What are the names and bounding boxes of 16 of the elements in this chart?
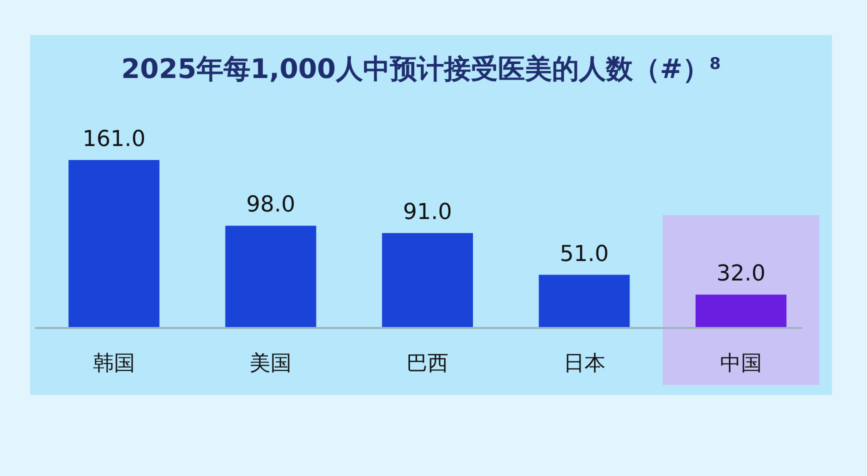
bar — [225, 226, 316, 328]
data-label: 161.0 — [82, 127, 146, 152]
data-label: 32.0 — [716, 262, 766, 287]
data-label: 98.0 — [246, 192, 296, 218]
bar — [382, 233, 473, 328]
chart-title: 2025年每1,000人中预计接受医美的人数（#）$^{8}$ — [121, 54, 721, 85]
x-tick-label: 日本 — [563, 351, 606, 375]
x-tick-label: 美国 — [250, 351, 292, 375]
data-label: 91.0 — [403, 200, 452, 226]
x-tick-label: 巴西 — [406, 351, 448, 375]
bar — [538, 274, 630, 328]
x-tick-label: 韩国 — [92, 351, 135, 375]
data-label: 51.0 — [560, 242, 609, 267]
x-tick-label: 中国 — [720, 351, 762, 375]
bar — [68, 160, 160, 328]
bar — [696, 294, 786, 328]
